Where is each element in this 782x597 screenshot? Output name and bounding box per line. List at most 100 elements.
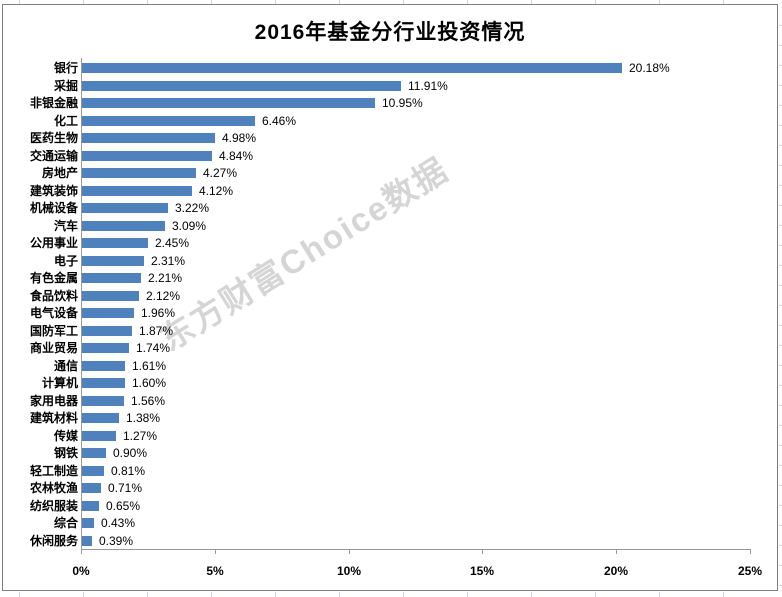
row-gridline [779,265,782,266]
bar[interactable] [82,483,101,493]
row-gridline [779,305,782,306]
category-label: 银行 [53,61,78,75]
bar[interactable] [82,221,165,231]
x-tick-label: 0% [72,564,90,578]
category-label: 医药生物 [29,131,78,145]
bar[interactable] [82,431,116,441]
value-label: 0.43% [101,516,136,530]
column-gridline [19,592,20,597]
category-label: 非银金融 [29,96,78,110]
value-label: 2.12% [146,289,181,303]
value-label: 0.81% [111,464,146,478]
bar[interactable] [82,98,375,108]
plot-area: 银行 20.18% 采掘 11.91% 非银金融 10.95% 化工 6.46% 医药生物 4.9… [3,5,777,590]
bar[interactable] [82,501,99,511]
row-gridline [779,345,782,346]
row-gridline [779,145,782,146]
bar[interactable] [82,151,212,161]
value-label: 2.31% [151,254,186,268]
value-label: 4.12% [199,184,234,198]
bar[interactable] [82,396,124,406]
value-label: 11.91% [408,79,448,93]
bar[interactable] [82,238,148,248]
column-gridline [595,592,596,597]
category-label: 农林牧渔 [29,481,78,495]
category-label: 钢铁 [53,446,78,460]
bar[interactable] [82,308,134,318]
bar[interactable] [82,291,139,301]
bar[interactable] [82,378,125,388]
value-label: 0.71% [108,481,143,495]
bar[interactable] [82,186,192,196]
chart-object[interactable]: 2016年基金分行业投资情况 东方财富Choice数据 银行 20.18% 采掘 11… [2,4,778,591]
column-gridline [275,0,276,4]
value-label: 2.21% [148,271,183,285]
row-gridline [779,385,782,386]
x-tick-mark [482,550,483,554]
value-label: 1.96% [141,306,176,320]
bar[interactable] [82,168,196,178]
bar[interactable] [82,273,141,283]
row-gridline [779,25,782,26]
row-gridline [779,465,782,466]
bar[interactable] [82,413,119,423]
row-gridline [779,445,782,446]
bar[interactable] [82,326,132,336]
bar[interactable] [82,466,104,476]
value-label: 20.18% [629,61,670,75]
row-gridline [779,525,782,526]
row-gridline [779,205,782,206]
column-gridline [403,592,404,597]
row-gridline [779,425,782,426]
row-gridline [779,585,782,586]
bar[interactable] [82,256,144,266]
row-gridline [779,185,782,186]
category-label: 建筑装饰 [29,184,78,198]
bar[interactable] [82,81,401,91]
value-label: 10.95% [382,96,423,110]
chart-title: 2016年基金分行业投资情况 [254,21,526,44]
category-label: 轻工制造 [29,464,78,478]
category-label: 商业贸易 [29,341,78,355]
bar[interactable] [82,343,129,353]
bar[interactable] [82,448,106,458]
value-label: 1.38% [126,411,161,425]
x-tick-label: 20% [603,564,629,578]
row-gridline [779,485,782,486]
row-gridline [779,285,782,286]
column-gridline [723,592,724,597]
column-gridline [211,592,212,597]
row-gridline [779,505,782,506]
value-label: 6.46% [262,114,297,128]
column-gridline [211,0,212,4]
bar[interactable] [82,116,255,126]
category-label: 汽车 [53,219,78,233]
column-gridline [403,0,404,4]
row-gridline [779,85,782,86]
row-gridline [779,545,782,546]
column-gridline [147,592,148,597]
category-label: 休闲服务 [29,534,78,548]
bar[interactable] [82,518,94,528]
value-label: 3.09% [172,219,207,233]
x-tick-label: 10% [336,564,362,578]
column-gridline [339,592,340,597]
bar[interactable] [82,361,125,371]
column-gridline [595,0,596,4]
category-label: 有色金属 [29,271,78,285]
bar[interactable] [82,203,168,213]
value-label: 4.98% [222,131,257,145]
category-label: 国防军工 [29,324,78,338]
row-gridline [779,65,782,66]
category-label: 家用电器 [29,394,78,408]
value-label: 1.27% [123,429,158,443]
x-tick-label: 25% [737,564,763,578]
bar[interactable] [82,63,622,73]
bar[interactable] [82,536,92,546]
column-gridline [147,0,148,4]
column-gridline [531,0,532,4]
column-gridline [467,592,468,597]
category-label: 电气设备 [29,306,78,320]
bar[interactable] [82,133,215,143]
